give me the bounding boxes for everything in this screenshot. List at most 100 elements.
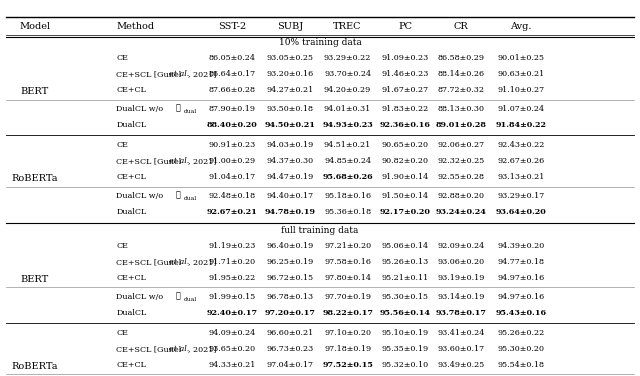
Text: 94.85±0.24: 94.85±0.24: [324, 157, 371, 165]
Text: 94.97±0.16: 94.97±0.16: [497, 293, 545, 301]
Text: 94.40±0.17: 94.40±0.17: [266, 192, 314, 200]
Text: 86.05±0.24: 86.05±0.24: [209, 54, 256, 62]
Text: 93.05±0.25: 93.05±0.25: [266, 54, 314, 62]
Text: 90.63±0.21: 90.63±0.21: [497, 70, 545, 78]
Text: 97.10±0.20: 97.10±0.20: [324, 329, 371, 337]
Text: 93.49±0.25: 93.49±0.25: [438, 361, 484, 369]
Text: 93.64±0.20: 93.64±0.20: [495, 208, 546, 216]
Text: DualCL w/o: DualCL w/o: [116, 293, 166, 301]
Text: 92.55±0.28: 92.55±0.28: [438, 173, 484, 181]
Text: DualCL: DualCL: [116, 121, 147, 129]
Text: CE+SCL [Gunel: CE+SCL [Gunel: [116, 345, 184, 353]
Text: BERT: BERT: [20, 275, 49, 284]
Text: CE+SCL [Gunel: CE+SCL [Gunel: [116, 157, 184, 165]
Text: Method: Method: [116, 22, 154, 31]
Text: 93.29±0.17: 93.29±0.17: [497, 192, 545, 200]
Text: 95.26±0.13: 95.26±0.13: [381, 258, 429, 266]
Text: et al.: et al.: [170, 157, 189, 165]
Text: 93.41±0.24: 93.41±0.24: [437, 329, 485, 337]
Text: RoBERTa: RoBERTa: [12, 174, 58, 183]
Text: 95.18±0.16: 95.18±0.16: [324, 192, 371, 200]
Text: 97.20±0.17: 97.20±0.17: [264, 309, 316, 317]
Text: CE+CL: CE+CL: [116, 274, 146, 282]
Text: 89.01±0.28: 89.01±0.28: [436, 121, 486, 129]
Text: CE: CE: [116, 54, 128, 62]
Text: 96.60±0.21: 96.60±0.21: [266, 329, 314, 337]
Text: 95.68±0.26: 95.68±0.26: [323, 173, 373, 181]
Text: 94.47±0.19: 94.47±0.19: [266, 173, 314, 181]
Text: 95.35±0.19: 95.35±0.19: [381, 345, 429, 353]
Text: 92.06±0.27: 92.06±0.27: [438, 141, 484, 149]
Text: BERT: BERT: [20, 87, 49, 96]
Text: 93.70±0.24: 93.70±0.24: [324, 70, 371, 78]
Text: 95.26±0.22: 95.26±0.22: [497, 329, 545, 337]
Text: 93.20±0.16: 93.20±0.16: [266, 70, 314, 78]
Text: 91.09±0.23: 91.09±0.23: [381, 54, 429, 62]
Text: 96.72±0.15: 96.72±0.15: [266, 274, 314, 282]
Text: 92.36±0.16: 92.36±0.16: [380, 121, 431, 129]
Text: 91.90±0.14: 91.90±0.14: [381, 173, 429, 181]
Text: CE+CL: CE+CL: [116, 361, 146, 369]
Text: 91.00±0.29: 91.00±0.29: [209, 157, 256, 165]
Text: 94.20±0.29: 94.20±0.29: [324, 86, 371, 94]
Text: PC: PC: [398, 22, 412, 31]
Text: 95.56±0.14: 95.56±0.14: [380, 309, 431, 317]
Text: 91.84±0.22: 91.84±0.22: [495, 121, 546, 129]
Text: 90.65±0.20: 90.65±0.20: [382, 141, 429, 149]
Text: 92.48±0.18: 92.48±0.18: [209, 192, 256, 200]
Text: SST-2: SST-2: [218, 22, 246, 31]
Text: 92.67±0.26: 92.67±0.26: [497, 157, 545, 165]
Text: 91.50±0.14: 91.50±0.14: [381, 192, 429, 200]
Text: 92.88±0.20: 92.88±0.20: [438, 192, 484, 200]
Text: 93.60±0.17: 93.60±0.17: [438, 345, 484, 353]
Text: et al.: et al.: [170, 258, 189, 266]
Text: 95.06±0.14: 95.06±0.14: [381, 242, 429, 250]
Text: DualCL w/o: DualCL w/o: [116, 192, 166, 200]
Text: dual: dual: [184, 196, 197, 201]
Text: DualCL: DualCL: [116, 208, 147, 216]
Text: 93.29±0.22: 93.29±0.22: [324, 54, 371, 62]
Text: 91.10±0.27: 91.10±0.27: [497, 86, 544, 94]
Text: CR: CR: [454, 22, 468, 31]
Text: et al.: et al.: [170, 345, 189, 353]
Text: 94.09±0.24: 94.09±0.24: [209, 329, 256, 337]
Text: 94.77±0.18: 94.77±0.18: [497, 258, 544, 266]
Text: 90.82±0.20: 90.82±0.20: [382, 157, 429, 165]
Text: 95.36±0.18: 95.36±0.18: [324, 208, 371, 216]
Text: 94.01±0.31: 94.01±0.31: [324, 105, 371, 113]
Text: ℒ: ℒ: [176, 293, 180, 301]
Text: 86.58±0.29: 86.58±0.29: [438, 54, 484, 62]
Text: 91.67±0.27: 91.67±0.27: [381, 86, 429, 94]
Text: 88.14±0.26: 88.14±0.26: [438, 70, 484, 78]
Text: 93.24±0.24: 93.24±0.24: [436, 208, 486, 216]
Text: 92.32±0.25: 92.32±0.25: [438, 157, 484, 165]
Text: 93.19±0.19: 93.19±0.19: [437, 274, 485, 282]
Text: , 2021]: , 2021]: [188, 345, 217, 353]
Text: 92.67±0.21: 92.67±0.21: [207, 208, 258, 216]
Text: dual: dual: [184, 109, 197, 114]
Text: CE+SCL [Gunel: CE+SCL [Gunel: [116, 70, 184, 78]
Text: CE: CE: [116, 329, 128, 337]
Text: 94.97±0.16: 94.97±0.16: [497, 274, 545, 282]
Text: 86.64±0.17: 86.64±0.17: [209, 70, 256, 78]
Text: Avg.: Avg.: [510, 22, 531, 31]
Text: 97.70±0.19: 97.70±0.19: [324, 293, 371, 301]
Text: et al.: et al.: [170, 70, 189, 78]
Text: TREC: TREC: [333, 22, 362, 31]
Text: 93.06±0.20: 93.06±0.20: [438, 258, 484, 266]
Text: 95.10±0.19: 95.10±0.19: [381, 329, 429, 337]
Text: 90.01±0.25: 90.01±0.25: [497, 54, 544, 62]
Text: 97.58±0.16: 97.58±0.16: [324, 258, 371, 266]
Text: 97.18±0.19: 97.18±0.19: [324, 345, 371, 353]
Text: 92.09±0.24: 92.09±0.24: [438, 242, 484, 250]
Text: 91.71±0.20: 91.71±0.20: [209, 258, 256, 266]
Text: 97.80±0.14: 97.80±0.14: [324, 274, 371, 282]
Text: 92.40±0.17: 92.40±0.17: [207, 309, 258, 317]
Text: SUBJ: SUBJ: [276, 22, 303, 31]
Text: 94.27±0.21: 94.27±0.21: [266, 86, 314, 94]
Text: 10% training data: 10% training data: [278, 38, 362, 47]
Text: 87.66±0.28: 87.66±0.28: [209, 86, 256, 94]
Text: 94.50±0.21: 94.50±0.21: [264, 121, 316, 129]
Text: , 2021]: , 2021]: [188, 258, 217, 266]
Text: 87.72±0.32: 87.72±0.32: [438, 86, 484, 94]
